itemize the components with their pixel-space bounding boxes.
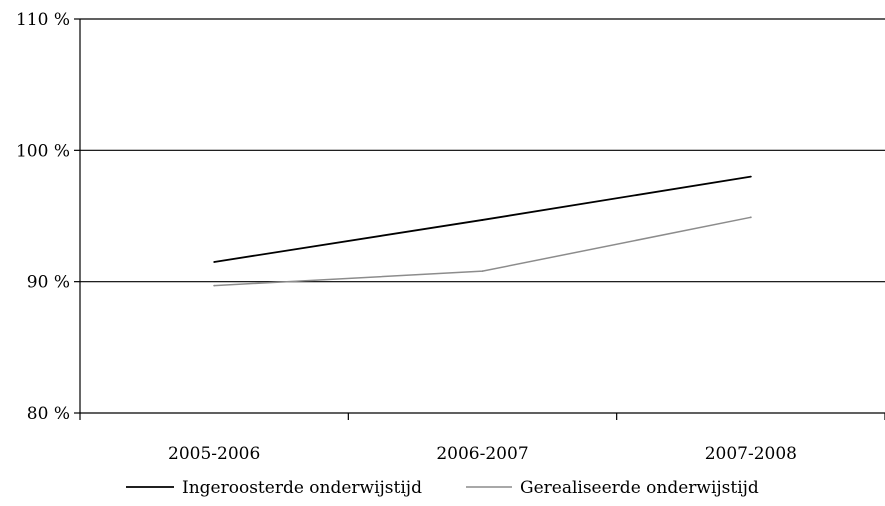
- y-tick-label: 110 %: [16, 10, 70, 30]
- legend-label-1: Ingeroosterde onderwijstijd: [182, 478, 422, 498]
- series-lines: [213, 175, 752, 287]
- series-1-point: [481, 219, 484, 221]
- y-tick-label: 90 %: [27, 273, 70, 293]
- x-category-label: 2007-2008: [705, 444, 797, 464]
- y-tick-label: 100 %: [16, 141, 70, 161]
- series-1-point: [749, 175, 752, 178]
- gridlines: [80, 18, 885, 283]
- series-1-point: [213, 261, 216, 263]
- x-category-label: 2005-2006: [168, 444, 260, 464]
- series-2-point: [481, 270, 484, 273]
- axes: [79, 19, 885, 414]
- series-2-point: [213, 284, 216, 287]
- x-category-label: 2006-2007: [436, 444, 528, 464]
- y-axis-ticks: 80 % 90 % 100 % 110 %: [16, 10, 80, 424]
- y-tick-label: 80 %: [27, 404, 70, 424]
- legend: Ingeroosterde onderwijstijd Gerealiseerde…: [126, 478, 759, 498]
- series-2-point: [749, 216, 752, 219]
- x-axis-ticks: 2005-2006 2006-2007 2007-2008: [79, 413, 885, 464]
- legend-label-2: Gerealiseerde onderwijstijd: [520, 478, 759, 498]
- series-line-2: [214, 216, 751, 287]
